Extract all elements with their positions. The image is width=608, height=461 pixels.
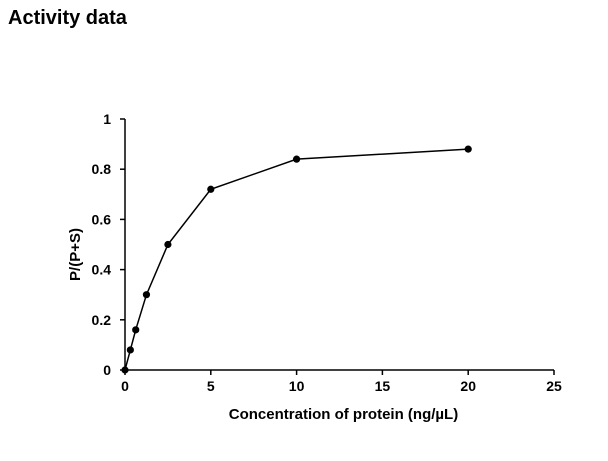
series-line <box>124 148 469 371</box>
y-tick-label: 0.2 <box>92 312 112 328</box>
y-tick-label: 1 <box>103 111 111 127</box>
x-axis-label: Concentration of protein (ng/µL) <box>229 406 458 423</box>
y-tick-label: 0 <box>103 362 111 378</box>
x-tick-label: 0 <box>121 378 129 394</box>
y-axis-ticks: 0 0.2 0.4 0.6 0.8 1 <box>92 111 125 378</box>
data-series <box>121 145 472 374</box>
x-tick-label: 5 <box>207 378 215 394</box>
x-axis-ticks: 0 5 10 15 20 25 <box>121 370 562 394</box>
data-point <box>207 185 215 193</box>
x-tick-label: 15 <box>375 378 391 394</box>
data-point <box>132 326 140 334</box>
data-point <box>142 291 151 299</box>
y-tick-label: 0.8 <box>92 161 112 177</box>
data-point <box>464 145 472 153</box>
chart-axes <box>124 119 554 371</box>
x-tick-label: 10 <box>289 378 305 394</box>
y-axis-label: P/(P+S) <box>67 228 84 281</box>
page-title: Activity data <box>8 7 127 29</box>
y-tick-label: 0.4 <box>92 262 112 278</box>
data-point <box>126 346 134 354</box>
y-tick-label: 0.6 <box>92 211 112 227</box>
x-tick-label: 25 <box>546 378 562 394</box>
data-point <box>164 240 172 249</box>
x-tick-label: 20 <box>460 378 476 394</box>
data-point <box>121 366 129 374</box>
data-point <box>293 155 301 163</box>
